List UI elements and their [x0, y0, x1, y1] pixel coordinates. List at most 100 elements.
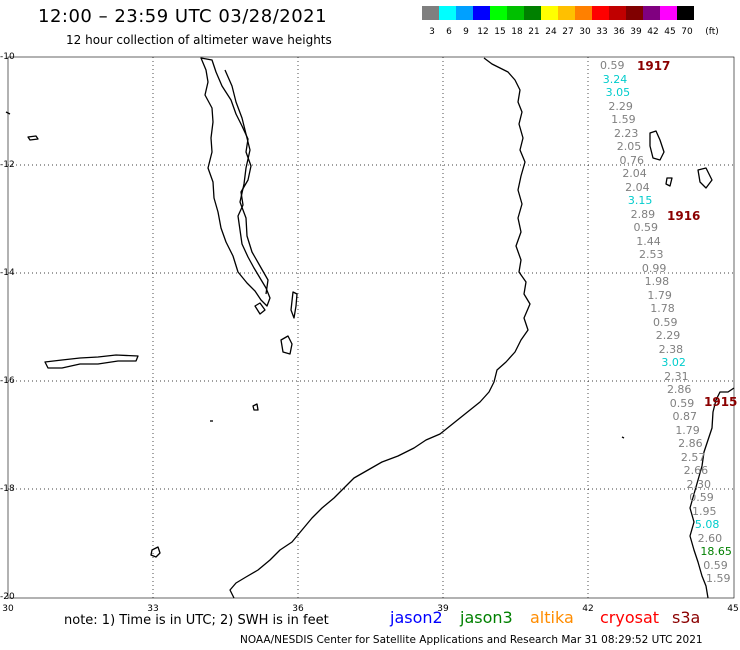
lake-chilwa-outline — [280, 335, 293, 355]
legend-label: 39 — [630, 27, 642, 37]
wave-height-value: 0.59 — [669, 396, 695, 410]
wave-height-value: 5.08 — [694, 518, 720, 531]
wave-height-value: 0.59 — [633, 221, 658, 234]
map-title: 12:00 – 23:59 UTC 03/28/2021 — [38, 6, 328, 27]
wave-height-value: 2.04 — [625, 180, 650, 194]
legend-swatch-18 — [507, 6, 524, 20]
wave-height-value: 1.78 — [650, 302, 675, 315]
wave-height-value: 1.79 — [647, 288, 672, 302]
lake-malawi-outline — [200, 57, 271, 307]
satellite-jason3: jason3 — [460, 608, 513, 627]
wave-height-value: 3.05 — [605, 86, 631, 99]
legend-swatch-70 — [677, 6, 694, 20]
legend-swatch-3 — [422, 6, 439, 20]
wave-height-value: 0.59 — [600, 59, 625, 72]
wave-height-value: 3.15 — [627, 194, 653, 207]
small-lake-west — [27, 135, 39, 141]
legend-label: 15 — [494, 27, 506, 37]
wave-height-value: 2.31 — [664, 369, 689, 383]
anjouan-outline — [697, 167, 713, 189]
wave-height-value: 2.66 — [683, 464, 709, 477]
lat-label-12: -12 — [0, 160, 15, 170]
lake-malawi-east-shore — [224, 69, 269, 295]
legend-swatch-27 — [558, 6, 575, 20]
coastlines — [5, 57, 735, 599]
wave-height-value: 1.59 — [611, 113, 636, 126]
wave-height-value: 1.59 — [706, 572, 731, 585]
satellite-altika: altika — [530, 608, 574, 627]
mayotte-outline — [665, 177, 673, 187]
lon-label-42: 42 — [582, 604, 594, 614]
wave-height-value: 18.65 — [700, 545, 732, 558]
wave-height-value: 2.30 — [686, 477, 711, 491]
wave-height-value: 2.89 — [630, 207, 656, 221]
wave-height-value: 1.79 — [675, 423, 700, 437]
legend-label: 18 — [511, 27, 523, 37]
wave-height-value: 2.53 — [639, 248, 664, 261]
legend-label: 6 — [446, 27, 452, 37]
lat-label-16: -16 — [0, 376, 15, 386]
wave-height-value: 1.98 — [644, 275, 670, 288]
legend-swatch-21 — [524, 6, 541, 20]
legend-label: 12 — [477, 27, 489, 37]
wave-height-value: 3.24 — [602, 72, 628, 86]
grande-comore-outline — [649, 130, 665, 161]
graticule — [8, 57, 734, 598]
legend-label: 42 — [647, 27, 659, 37]
wave-height-value: 2.29 — [655, 329, 681, 342]
wave-height-value: 0.87 — [672, 410, 698, 423]
legend-label: 33 — [596, 27, 608, 37]
legend-label: 70 — [681, 27, 693, 37]
lake-outline-west — [254, 302, 266, 315]
map-subtitle: 12 hour collection of altimeter wave hei… — [66, 33, 332, 47]
wave-height-value: 0.59 — [653, 315, 678, 329]
wave-height-value: 0.99 — [641, 261, 667, 275]
wave-height-value: 2.57 — [680, 450, 706, 464]
legend-label: 3 — [429, 27, 435, 37]
wave-height-value: 3.02 — [661, 356, 686, 369]
legend-swatch-39 — [626, 6, 643, 20]
legend-label: 21 — [528, 27, 540, 37]
wave-height-value: 2.04 — [622, 167, 647, 180]
legend-label: 24 — [545, 27, 557, 37]
pass-label-1917: 1917 — [637, 59, 671, 73]
wave-height-value: 2.05 — [616, 140, 642, 153]
pass-label-1915: 1915 — [704, 395, 738, 409]
legend-swatch-6 — [439, 6, 456, 20]
small-lake-central — [252, 403, 259, 411]
legend-unit-label: (ft) — [705, 27, 719, 37]
wave-height-value: 1.44 — [636, 234, 661, 248]
lat-label-10: -10 — [0, 52, 15, 62]
wave-height-value: 0.59 — [689, 491, 714, 504]
legend-swatch-33 — [592, 6, 609, 20]
lon-label-36: 36 — [292, 604, 304, 614]
legend-swatch-24 — [541, 6, 558, 20]
dot-island-b — [621, 436, 625, 439]
legend-label: 9 — [463, 27, 469, 37]
lon-label-39: 39 — [437, 604, 449, 614]
legend-swatch-9 — [456, 6, 473, 20]
mozambique-coastline — [229, 57, 531, 599]
lat-label-20: -20 — [0, 592, 15, 602]
madagascar-coastline — [689, 387, 735, 599]
lon-label-33: 33 — [147, 604, 159, 614]
dot-island-c — [5, 111, 11, 115]
legend-swatch-15 — [490, 6, 507, 20]
wave-height-value: 2.60 — [697, 531, 723, 545]
cahora-bassa-outline — [44, 354, 139, 369]
satellite-s3a: s3a — [672, 608, 701, 627]
legend-label: 30 — [579, 27, 591, 37]
footer-credit: NOAA/NESDIS Center for Satellite Applica… — [240, 634, 703, 646]
lake-chiuta-outline — [290, 291, 298, 319]
legend-swatch-42 — [643, 6, 660, 20]
wave-height-value: 2.38 — [658, 342, 684, 356]
legend-label: 36 — [613, 27, 625, 37]
legend-swatch-45 — [660, 6, 677, 20]
footer-note: note: 1) Time is in UTC; 2) SWH is in fe… — [64, 613, 329, 628]
lon-label-30: 30 — [2, 604, 14, 614]
lon-label-45: 45 — [727, 604, 739, 614]
lat-label-18: -18 — [0, 484, 15, 494]
small-lake-south — [150, 546, 161, 558]
legend-label: 27 — [562, 27, 574, 37]
